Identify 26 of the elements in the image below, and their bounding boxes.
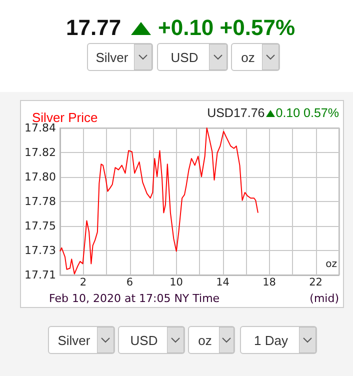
text: +0.10 +0.57% [158, 15, 296, 41]
y-tick-label: 17.80 [24, 170, 56, 184]
text: 17.77 [66, 15, 122, 41]
dropdown[interactable]: 1 Day [240, 326, 317, 354]
y-tick-label: 17.78 [24, 195, 56, 208]
annotation: oz [326, 259, 337, 270]
text: USD17.76 [207, 106, 265, 120]
text: Feb 10, 2020 at 17:05 NY Time [49, 292, 220, 305]
y-tick-label: 17.75 [24, 220, 56, 233]
x-tick-label: 6 [126, 276, 134, 288]
text: 0.10 0.57% [276, 106, 339, 120]
dropdown[interactable]: oz [188, 326, 235, 354]
x-tick-label: 2 [80, 276, 87, 288]
x-tick-label: 10 [170, 276, 183, 288]
y-tick-label: 17.82 [24, 146, 56, 160]
dropdown[interactable]: USD [118, 326, 185, 354]
dropdown[interactable]: Silver [87, 43, 153, 71]
dropdown[interactable]: oz [231, 43, 280, 71]
y-tick-label: 17.73 [24, 244, 56, 257]
y-tick-label: 17.71 [24, 268, 56, 282]
dropdown[interactable]: USD [157, 43, 228, 71]
x-tick-label: 22 [309, 276, 322, 288]
dropdown[interactable]: Silver [48, 326, 115, 354]
text: (mid) [310, 292, 339, 305]
x-tick-label: 18 [262, 276, 276, 288]
x-tick-label: 14 [216, 276, 230, 288]
